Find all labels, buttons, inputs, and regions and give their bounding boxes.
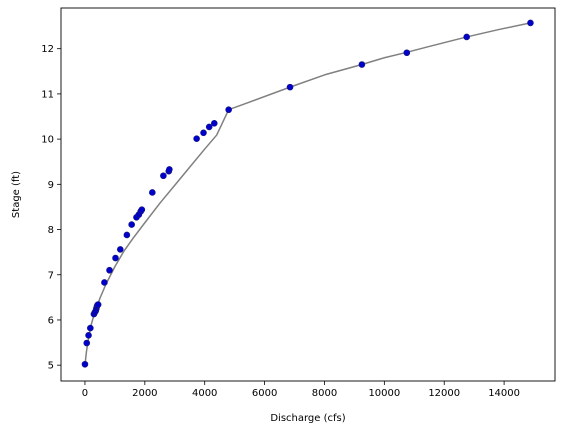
- data-point: [193, 135, 200, 142]
- plot-frame: [60, 7, 556, 382]
- data-point: [200, 129, 207, 137]
- data-point: [106, 266, 113, 274]
- x-tick-label: 2000: [132, 388, 157, 399]
- y-tick-label: 11: [41, 89, 54, 100]
- data-point: [123, 231, 131, 239]
- data-point: [210, 119, 218, 127]
- data-point: [527, 19, 534, 27]
- x-tick-label: 6000: [252, 388, 277, 399]
- x-tick-label: 14000: [488, 388, 520, 399]
- data-point: [160, 172, 167, 180]
- y-tick-label: 10: [41, 135, 54, 146]
- data-point: [138, 206, 146, 213]
- data-point: [85, 332, 92, 339]
- data-point: [463, 33, 470, 41]
- data-point: [286, 83, 294, 91]
- y-tick-label: 5: [48, 361, 54, 372]
- x-tick-label: 10000: [368, 388, 400, 399]
- data-point: [83, 339, 91, 347]
- data-point: [403, 49, 411, 57]
- y-tick-label: 9: [48, 180, 54, 191]
- plot-area: [61, 8, 555, 381]
- data-point: [358, 61, 366, 68]
- x-tick-label: 12000: [428, 388, 460, 399]
- data-point: [94, 301, 102, 308]
- y-tick-label: 6: [48, 315, 54, 326]
- x-axis-label: Discharge (cfs): [270, 413, 345, 424]
- x-ticks: 0 2000 4000 6000 8000 10000 12000 14000: [82, 381, 520, 399]
- y-tick-label: 8: [48, 225, 54, 236]
- data-point: [128, 221, 135, 228]
- axes-layer: [60, 7, 556, 382]
- data-point: [149, 189, 156, 196]
- data-point: [225, 106, 232, 114]
- y-axis-label: Stage (ft): [11, 171, 22, 218]
- data-point: [87, 324, 94, 332]
- x-tick-label: 4000: [192, 388, 217, 399]
- y-ticks: 5 6 7 8 9 10 11 12: [41, 44, 61, 372]
- y-tick-label: 7: [48, 270, 54, 281]
- y-tick-label: 12: [41, 44, 54, 55]
- x-tick-label: 8000: [312, 388, 337, 399]
- data-point: [166, 166, 173, 173]
- data-point: [116, 246, 124, 253]
- data-point: [101, 279, 108, 286]
- data-points-layer: [81, 19, 534, 368]
- x-tick-label: 0: [82, 388, 88, 399]
- data-point: [112, 254, 119, 262]
- data-point: [205, 123, 213, 131]
- data-point: [81, 360, 89, 368]
